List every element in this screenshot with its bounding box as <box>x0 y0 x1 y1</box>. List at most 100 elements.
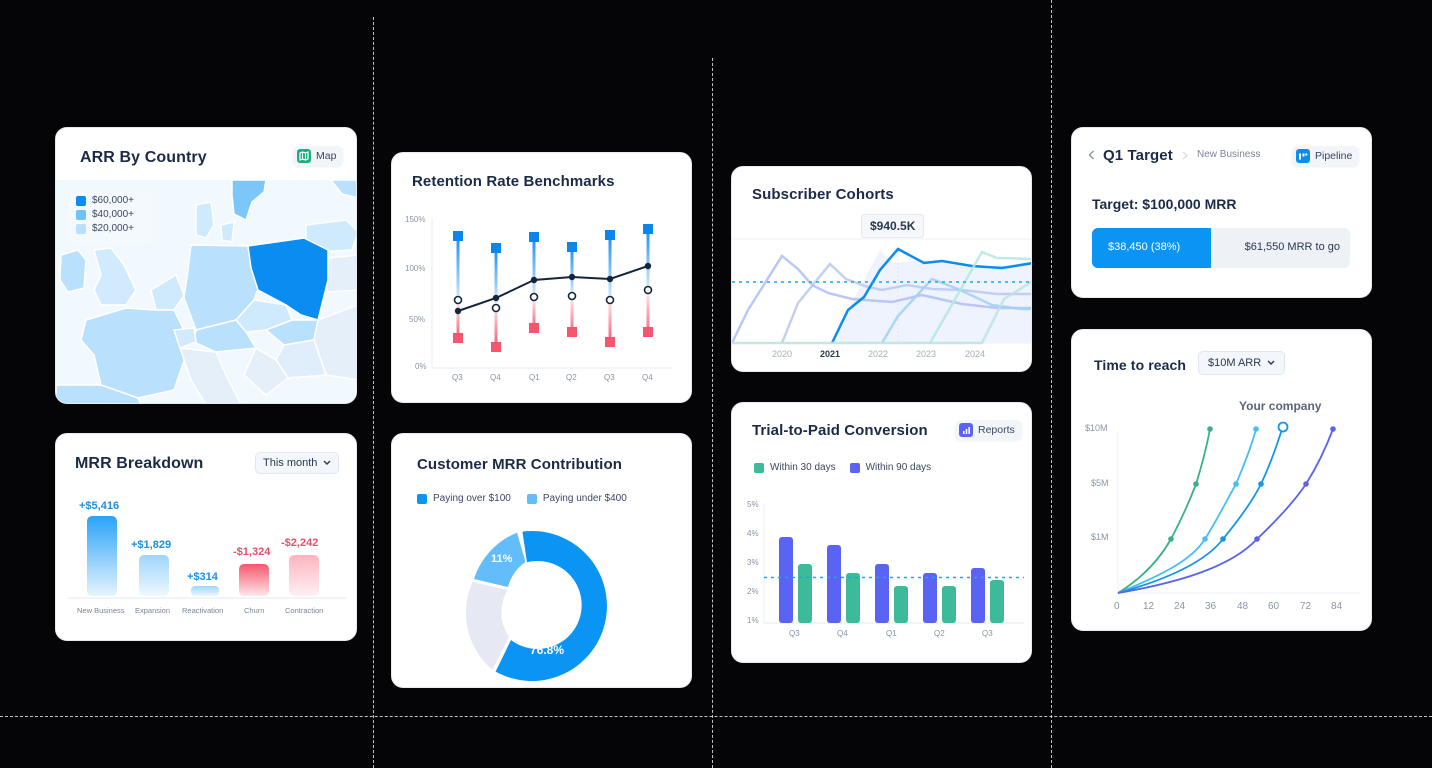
conversion-bar-chart <box>763 503 1024 624</box>
guide-line <box>712 58 713 768</box>
card-title: MRR Breakdown <box>75 455 204 472</box>
x-tick: 60 <box>1268 601 1280 612</box>
retention-card: Retention Rate Benchmarks 150% 100% 50% … <box>391 152 692 403</box>
x-tick: 72 <box>1300 601 1312 612</box>
x-tick: 2024 <box>965 349 986 359</box>
trial-to-paid-card: Trial-to-Paid Conversion Reports Within … <box>731 402 1032 663</box>
bar-label: Reactivation <box>182 606 224 615</box>
chip-label: Pipeline <box>1315 150 1353 162</box>
y-tick: $10M <box>1085 423 1108 433</box>
arr-by-country-card: ARR By Country Map <box>55 127 357 404</box>
x-tick: Q3 <box>452 373 463 382</box>
bar-chart-icon <box>959 423 973 437</box>
x-tick: 2022 <box>868 349 889 359</box>
remaining-label: $61,550 MRR to go <box>1244 241 1340 253</box>
map-button[interactable]: Map <box>293 146 344 166</box>
pipeline-icon <box>1296 149 1310 163</box>
x-tick: Q4 <box>490 373 501 382</box>
card-title: Subscriber Cohorts <box>752 186 894 203</box>
legend-item: Paying over $100 <box>417 493 511 504</box>
target-text: Target: $100,000 MRR <box>1092 196 1237 212</box>
segment-label-major: 76.8% <box>530 643 565 657</box>
conversion-legend: Within 30 days Within 90 days <box>754 462 931 473</box>
donut-chart[interactable] <box>392 434 692 688</box>
x-tick: Q4 <box>837 629 848 638</box>
breadcrumb[interactable]: New Business <box>1197 149 1261 160</box>
card-title: Retention Rate Benchmarks <box>412 173 615 190</box>
x-tick: Q2 <box>566 373 577 382</box>
chevron-left-icon[interactable] <box>1088 150 1095 160</box>
y-tick: $5M <box>1091 478 1109 488</box>
y-tick: 1% <box>747 616 759 625</box>
y-tick: 0% <box>415 362 427 371</box>
x-tick: 12 <box>1143 601 1155 612</box>
x-tick: Q1 <box>529 373 540 382</box>
x-tick-active: 2021 <box>820 349 841 359</box>
card-title: ARR By Country <box>80 149 207 166</box>
segment-label-minor: 11% <box>491 553 513 565</box>
legend-item: $40,000+ <box>76 209 134 220</box>
bar-label: Expansion <box>135 606 171 615</box>
legend-item: Within 30 days <box>754 462 836 473</box>
y-tick: 3% <box>747 558 759 567</box>
x-tick: 2023 <box>916 349 937 359</box>
bar-value: -$1,324 <box>233 546 271 558</box>
bar-value: -$2,242 <box>281 537 319 549</box>
subscriber-cohorts-card: Subscriber Cohorts $940.5K 2020 2021 202… <box>731 166 1032 372</box>
legend-item: Within 90 days <box>849 462 931 473</box>
bar-value: +$314 <box>187 571 218 583</box>
y-tick: 50% <box>409 315 426 324</box>
y-tick: 5% <box>747 500 759 509</box>
x-tick: 2020 <box>772 349 793 359</box>
target-progress-bar: $38,450 (38%) $61,550 MRR to go <box>1092 228 1350 268</box>
y-tick: 100% <box>405 264 426 273</box>
guide-line <box>0 716 1432 717</box>
bar-label: New Business <box>77 606 125 615</box>
pipeline-button[interactable]: Pipeline <box>1292 146 1360 166</box>
time-to-reach-chart <box>1117 421 1360 594</box>
guide-line <box>1051 0 1052 768</box>
bar-label: Churn <box>244 606 265 615</box>
map-legend: $60,000+ $40,000+ $20,000+ <box>76 195 134 234</box>
chevron-down-icon <box>323 460 331 465</box>
select-value: This month <box>263 457 318 469</box>
y-tick: 4% <box>747 529 759 538</box>
guide-line <box>373 17 374 768</box>
x-tick: 48 <box>1237 601 1249 612</box>
progress-fill <box>1092 228 1211 268</box>
y-tick: $1M <box>1091 532 1109 542</box>
customer-mrr-card: Customer MRR Contribution Paying over $1… <box>391 433 692 688</box>
x-tick: Q1 <box>886 629 897 638</box>
card-title: Trial-to-Paid Conversion <box>752 422 928 439</box>
legend-item: Paying under $400 <box>526 493 627 504</box>
x-tick: Q3 <box>604 373 615 382</box>
x-tick: Q4 <box>642 373 653 382</box>
progress-label: $38,450 (38%) <box>1108 241 1181 253</box>
bar-value: +$5,416 <box>79 500 120 512</box>
chip-label: Map <box>316 150 337 162</box>
mrr-breakdown-card: MRR Breakdown This month +$5,416 +$1,829… <box>55 433 357 641</box>
y-tick: 2% <box>747 587 759 596</box>
legend-item: $60,000+ <box>76 195 134 206</box>
x-tick: 0 <box>1114 601 1120 612</box>
mrr-bar-chart <box>68 516 346 599</box>
chip-label: Reports <box>978 424 1015 436</box>
card-title: Customer MRR Contribution <box>417 456 622 473</box>
bar-label: Contraction <box>285 606 324 615</box>
y-tick: 150% <box>405 215 426 224</box>
select-value: $10M ARR <box>1208 357 1262 369</box>
reports-button[interactable]: Reports <box>955 420 1022 440</box>
europe-map[interactable] <box>56 180 357 404</box>
milestone-select[interactable]: $10M ARR <box>1198 351 1286 375</box>
card-title: Time to reach <box>1094 357 1187 373</box>
x-tick: 84 <box>1331 601 1343 612</box>
map-icon <box>297 149 311 163</box>
cohorts-chart <box>732 238 1031 345</box>
cohort-tooltip: $940.5K <box>861 214 925 238</box>
bar-value: +$1,829 <box>131 539 172 551</box>
period-select[interactable]: This month <box>255 452 340 474</box>
time-to-reach-card: Time to reach $10M ARR Your company $10M… <box>1071 329 1372 631</box>
card-title: Q1 Target <box>1103 147 1173 164</box>
x-tick: 24 <box>1174 601 1186 612</box>
x-tick: 36 <box>1205 601 1217 612</box>
